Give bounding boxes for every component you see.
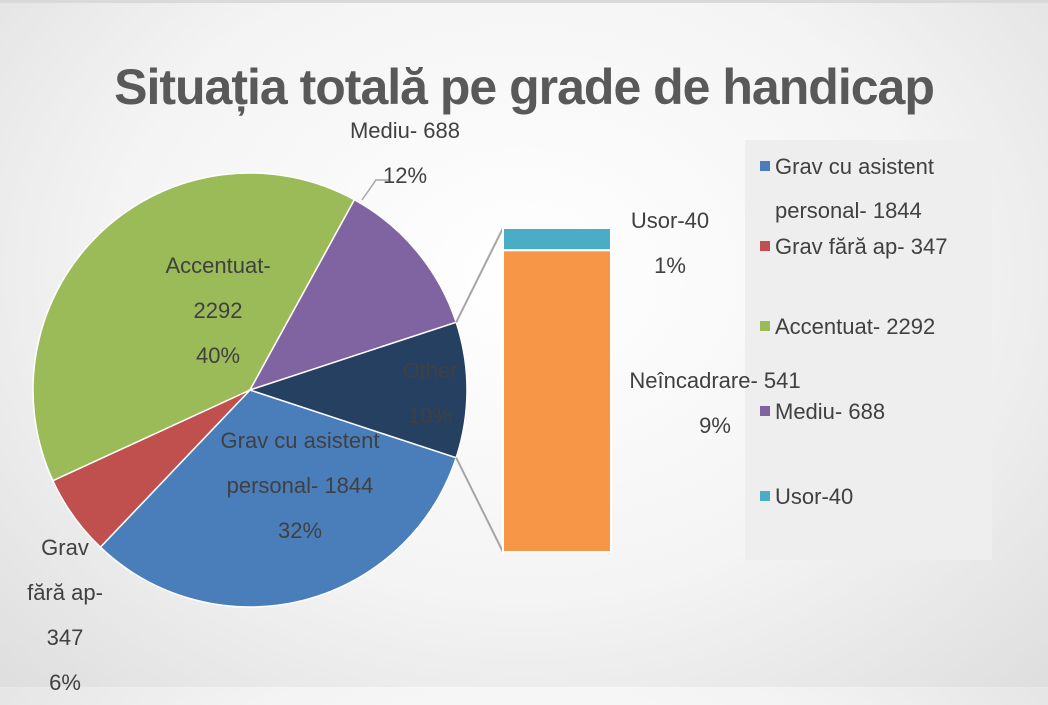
pie-slice	[248, 198, 458, 392]
data-label: Mediu- 688 12%	[320, 108, 490, 198]
data-label-percent: 12%	[382, 163, 428, 188]
legend-entry: Mediu- 688	[760, 390, 980, 434]
data-label: Grav fără ap- 347 6%	[25, 525, 105, 705]
data-label-name: Accentuat- 2292	[165, 253, 271, 323]
data-label-name: Usor-40	[630, 208, 710, 233]
legend-swatch	[760, 321, 770, 331]
data-label-name: Neîncadrare- 541	[629, 368, 801, 393]
data-label-name: Mediu- 688	[349, 118, 461, 143]
connector	[455, 227, 504, 323]
data-label-percent: 32%	[277, 518, 323, 543]
data-label-name: Other	[402, 358, 458, 383]
data-label: Usor-40 1%	[610, 198, 730, 288]
legend-text: Usor-40	[775, 484, 854, 509]
data-label: Neîncadrare- 541 9%	[615, 358, 815, 448]
legend-swatch	[760, 491, 770, 501]
legend-text: Mediu- 688	[775, 399, 886, 424]
chart	[32, 172, 612, 608]
legend-entry: Accentuat- 2292	[760, 305, 980, 349]
legend-text: Grav fără ap- 347	[775, 234, 948, 259]
chart-title: Situația totală pe grade de handicap	[114, 59, 935, 115]
data-label-name: Grav cu asistent personal- 1844	[220, 428, 380, 498]
bar-segment	[502, 249, 612, 553]
legend-text: Accentuat- 2292	[775, 314, 936, 339]
pie-slice	[32, 172, 356, 482]
legend-entry: Usor-40	[760, 475, 980, 519]
legend-swatch	[760, 161, 770, 171]
leader-line	[361, 179, 390, 201]
legend-text: Grav cu asistent personal- 1844	[775, 154, 934, 223]
data-label-percent: 9%	[699, 413, 731, 438]
data-label: Accentuat- 2292 40%	[166, 243, 271, 378]
bar-segment	[502, 227, 612, 252]
data-label-name: Grav fără ap- 347	[27, 535, 103, 650]
legend: Grav cu asistent personal- 1844 Grav fără…	[745, 140, 992, 560]
legend-entry: Grav cu asistent personal- 1844	[760, 145, 980, 233]
data-label-percent: 40%	[195, 343, 241, 368]
legend-entry: Grav fără ap- 347	[760, 225, 980, 269]
legend-swatch	[760, 406, 770, 416]
data-label-percent: 10%	[407, 403, 453, 428]
data-label-percent: 6%	[49, 670, 81, 695]
data-label: Other 10%	[385, 348, 475, 438]
legend-swatch	[760, 241, 770, 251]
other-slice	[247, 321, 468, 459]
data-label: Grav cu asistent personal- 1844 32%	[213, 418, 388, 553]
connector	[455, 457, 504, 553]
pie-slice	[99, 389, 458, 608]
frame	[0, 0, 1048, 3]
data-label-percent: 1%	[654, 253, 686, 278]
